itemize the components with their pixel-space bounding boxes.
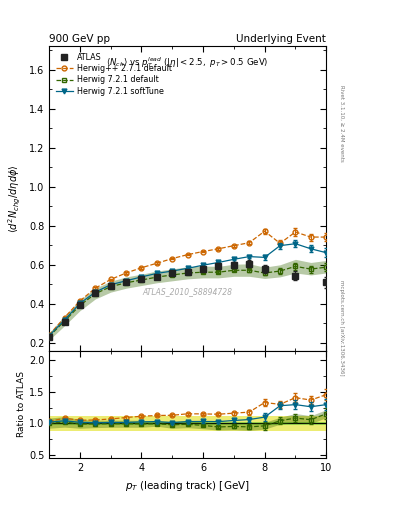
Text: $\langle N_{ch}\rangle$ vs $p_T^{lead}$ ($|\eta| < 2.5,\ p_T > 0.5$ GeV): $\langle N_{ch}\rangle$ vs $p_T^{lead}$ …: [107, 55, 269, 70]
Y-axis label: Ratio to ATLAS: Ratio to ATLAS: [17, 372, 26, 437]
Text: 900 GeV pp: 900 GeV pp: [49, 33, 110, 44]
Text: Rivet 3.1.10, ≥ 2.4M events: Rivet 3.1.10, ≥ 2.4M events: [339, 84, 344, 161]
Y-axis label: $\langle d^2 N_{chg}/d\eta d\phi\rangle$: $\langle d^2 N_{chg}/d\eta d\phi\rangle$: [7, 164, 23, 233]
Text: Underlying Event: Underlying Event: [236, 33, 326, 44]
Text: ATLAS_2010_S8894728: ATLAS_2010_S8894728: [143, 287, 233, 296]
Legend: ATLAS, Herwig++ 2.7.1 default, Herwig 7.2.1 default, Herwig 7.2.1 softTune: ATLAS, Herwig++ 2.7.1 default, Herwig 7.…: [53, 50, 174, 98]
X-axis label: $p_T$ (leading track) [GeV]: $p_T$ (leading track) [GeV]: [125, 479, 250, 493]
Text: mcplots.cern.ch [arXiv:1306.3436]: mcplots.cern.ch [arXiv:1306.3436]: [339, 280, 344, 375]
